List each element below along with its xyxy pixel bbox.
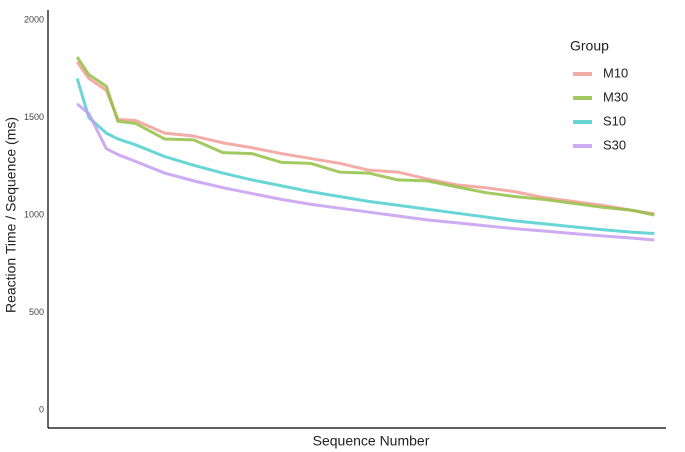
- legend-label: S30: [603, 137, 626, 152]
- y-tick-label: 500: [29, 307, 44, 317]
- series-line: [75, 61, 655, 216]
- y-tick-label: 2000: [24, 14, 44, 24]
- legend-label: S10: [603, 113, 626, 128]
- y-tick-label: 1000: [24, 209, 44, 219]
- series-line: [75, 56, 655, 217]
- series-line: [76, 102, 655, 242]
- y-axis-title: Reaction Time / Sequence (ms): [3, 117, 19, 313]
- legend-title: Group: [570, 38, 609, 54]
- legend-label: M10: [603, 65, 628, 80]
- legend-label: M30: [603, 89, 628, 104]
- series-line: [75, 78, 655, 236]
- y-tick-label: 0: [39, 404, 44, 414]
- x-axis-title: Sequence Number: [313, 433, 430, 449]
- y-tick-label: 1500: [24, 112, 44, 122]
